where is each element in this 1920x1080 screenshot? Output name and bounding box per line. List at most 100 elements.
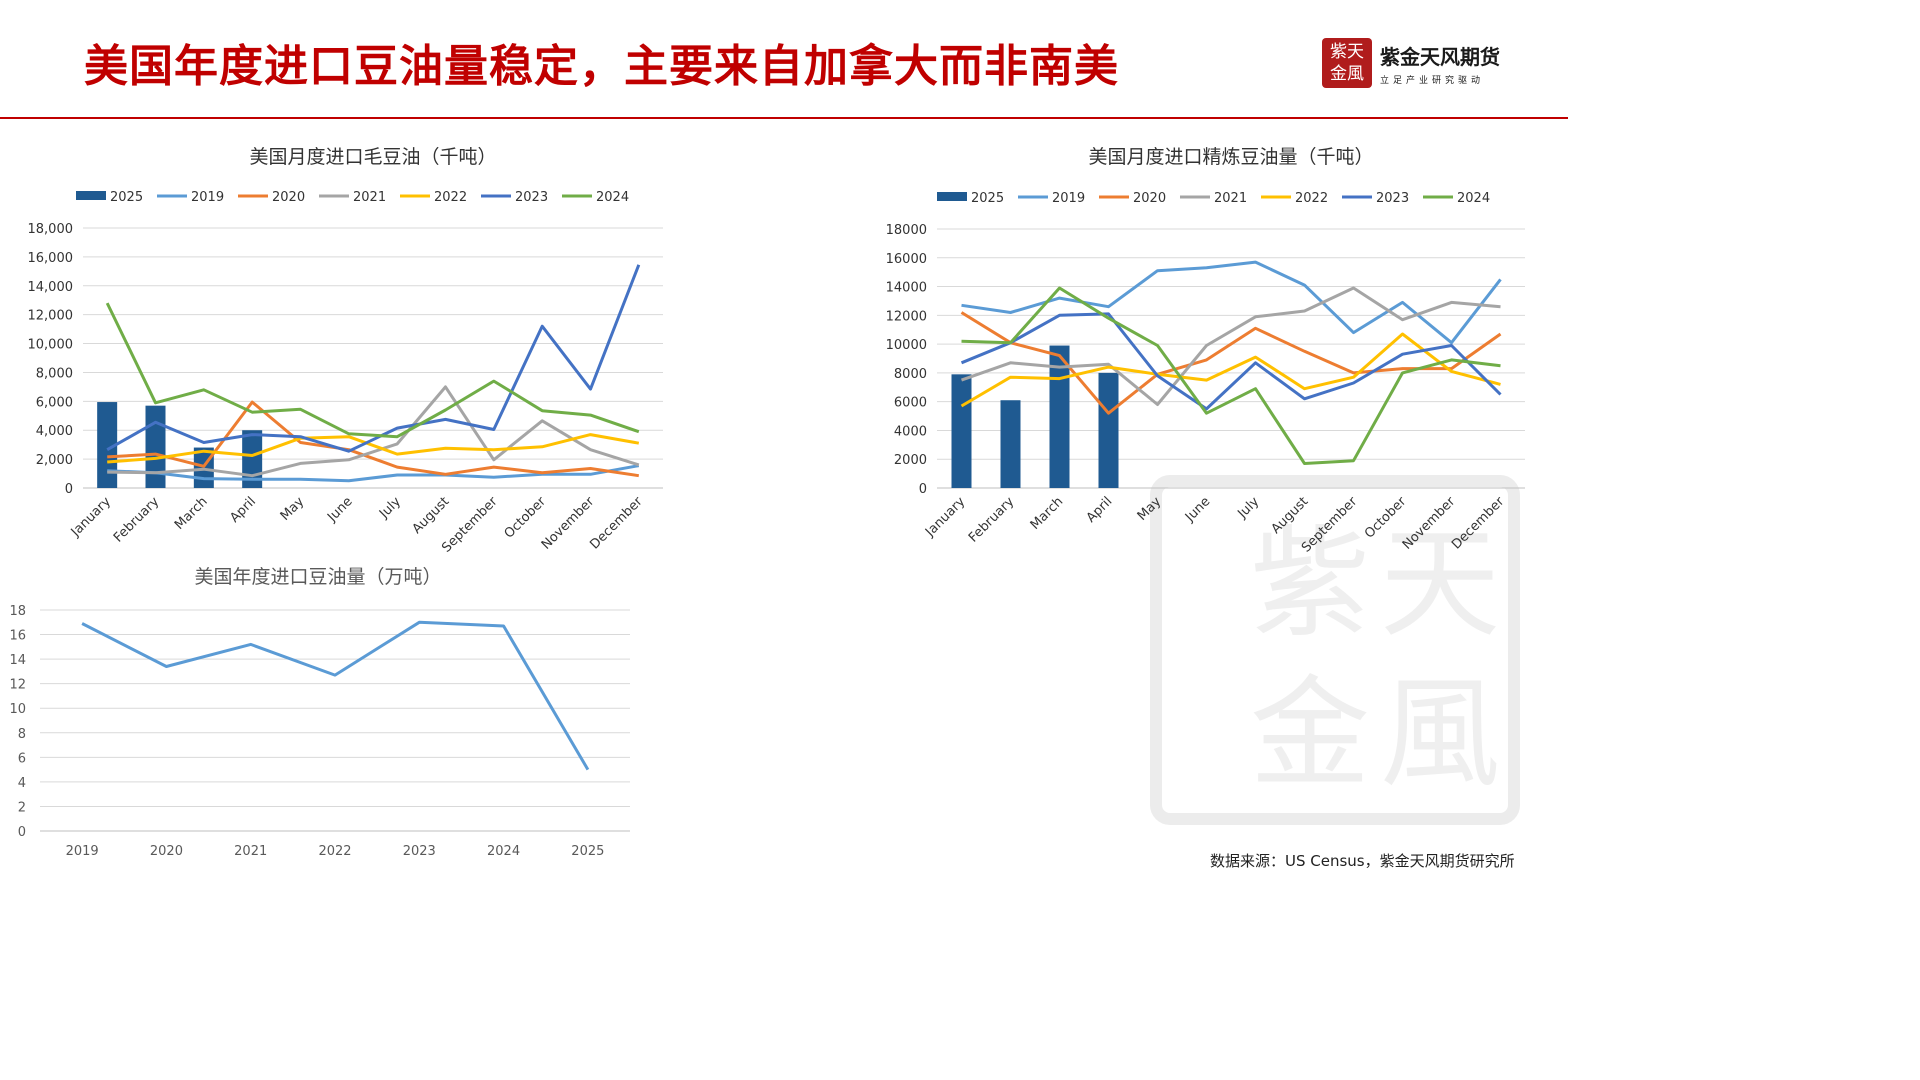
svg-text:紫: 紫 xyxy=(1250,515,1370,654)
legend-label: 2019 xyxy=(1052,191,1085,206)
x-tick-label: May xyxy=(1135,494,1165,524)
bar-2025 xyxy=(1049,345,1070,488)
x-tick-label: May xyxy=(278,494,308,524)
legend-label: 2020 xyxy=(1133,191,1166,206)
series-line-2021 xyxy=(961,286,1501,406)
y-tick-label: 6000 xyxy=(894,396,927,411)
y-tick-label: 8,000 xyxy=(36,366,73,381)
x-tick-label: December xyxy=(587,494,646,553)
svg-text:金: 金 xyxy=(1250,665,1370,804)
y-tick-label: 0 xyxy=(18,825,26,840)
slide-title: 美国年度进口豆油量稳定，主要来自加拿大而非南美 xyxy=(84,41,1119,92)
data-source: 数据来源：US Census，紫金天风期货研究所 xyxy=(1210,852,1515,870)
x-tick-label: April xyxy=(227,494,259,526)
x-tick-label: 2022 xyxy=(318,844,351,859)
x-tick-label: 2019 xyxy=(66,844,99,859)
chart-title: 美国月度进口精炼豆油量（千吨） xyxy=(1088,146,1373,168)
x-tick-label: February xyxy=(966,494,1018,546)
legend-label: 2025 xyxy=(110,190,143,205)
legend-swatch xyxy=(937,192,967,201)
title-divider xyxy=(0,117,1568,119)
x-tick-label: July xyxy=(376,494,404,522)
y-tick-label: 16 xyxy=(9,629,26,644)
bar-2025 xyxy=(951,374,972,488)
legend-label: 2021 xyxy=(353,190,386,205)
y-tick-label: 4,000 xyxy=(36,424,73,439)
y-tick-label: 14000 xyxy=(886,281,927,296)
x-tick-label: February xyxy=(111,494,163,546)
y-tick-label: 18 xyxy=(9,604,26,619)
y-tick-label: 10,000 xyxy=(28,338,74,353)
x-tick-label: April xyxy=(1084,494,1116,526)
x-tick-label: October xyxy=(502,494,550,542)
y-tick-label: 0 xyxy=(65,482,73,497)
refined-soyoil-chart: 美国月度进口精炼豆油量（千吨） 2025 2019 2020 2021 2022 2023 2… xyxy=(886,146,1525,556)
bar-2025 xyxy=(145,405,166,488)
x-tick-label: August xyxy=(410,494,453,537)
series-line-2022 xyxy=(107,433,640,464)
legend-label: 2025 xyxy=(971,191,1004,206)
y-tick-label: 8000 xyxy=(894,367,927,382)
x-tick-label: December xyxy=(1449,494,1508,553)
y-tick-label: 2 xyxy=(18,800,26,815)
y-tick-label: 2,000 xyxy=(36,453,73,468)
y-tick-label: 10000 xyxy=(886,338,927,353)
x-tick-label: January xyxy=(922,494,968,540)
svg-text:風: 風 xyxy=(1380,665,1500,804)
legend-label: 2023 xyxy=(515,190,548,205)
logo-name: 紫金天风期货 xyxy=(1380,45,1500,69)
y-tick-label: 10 xyxy=(9,702,26,717)
series-line-2024 xyxy=(105,302,640,439)
chart-title: 美国年度进口豆油量（万吨） xyxy=(194,566,441,588)
series-line-2024 xyxy=(961,286,1501,465)
logo-slogan: 立足产业研究驱动 xyxy=(1380,76,1485,86)
x-tick-label: March xyxy=(1028,494,1067,533)
y-tick-label: 16,000 xyxy=(28,251,74,266)
x-tick-label: March xyxy=(172,494,211,533)
y-tick-label: 0 xyxy=(919,482,927,497)
y-tick-label: 4 xyxy=(18,776,26,791)
series-line-2020 xyxy=(960,311,1502,415)
y-tick-label: 12000 xyxy=(886,309,927,324)
series-line-2023 xyxy=(106,264,641,453)
x-tick-label: 2020 xyxy=(150,844,183,859)
y-tick-label: 2000 xyxy=(894,453,927,468)
company-logo: 紫天 金風 紫金天风期货 立足产业研究驱动 xyxy=(1322,38,1522,92)
y-tick-label: 18000 xyxy=(886,223,927,238)
bar-2025 xyxy=(97,402,118,488)
y-tick-label: 16000 xyxy=(886,252,927,267)
x-tick-label: June xyxy=(324,494,355,525)
legend-label: 2024 xyxy=(596,190,629,205)
legend-label: 2022 xyxy=(434,190,467,205)
y-tick-label: 18,000 xyxy=(28,222,74,237)
x-tick-label: January xyxy=(68,494,114,540)
legend-label: 2023 xyxy=(1376,191,1409,206)
y-tick-label: 6,000 xyxy=(36,395,73,410)
x-tick-label: June xyxy=(1182,494,1213,525)
x-tick-label: October xyxy=(1362,494,1410,542)
legend-label: 2022 xyxy=(1295,191,1328,206)
x-tick-label: 2021 xyxy=(234,844,267,859)
legend-label: 2021 xyxy=(1214,191,1247,206)
logo-seal: 紫天 金風 xyxy=(1322,38,1372,88)
legend-label: 2024 xyxy=(1457,191,1490,206)
y-tick-label: 14 xyxy=(9,653,26,668)
series-line-2020 xyxy=(107,400,640,478)
series-line-2023 xyxy=(960,312,1502,411)
y-tick-label: 12 xyxy=(9,678,26,693)
bar-2025 xyxy=(1000,400,1021,488)
y-tick-label: 14,000 xyxy=(28,280,74,295)
legend-label: 2019 xyxy=(191,190,224,205)
annual-soyoil-chart: 美国年度进口豆油量（万吨） 0 2 4 6 8 10 12 14 16 18 2019 2020 2021… xyxy=(9,566,630,859)
series-line-2022 xyxy=(960,332,1501,408)
y-tick-label: 8 xyxy=(18,727,26,742)
chart-title: 美国月度进口毛豆油（千吨） xyxy=(249,146,496,168)
y-tick-label: 12,000 xyxy=(28,309,74,324)
series-line-2021 xyxy=(107,385,640,478)
svg-text:天: 天 xyxy=(1380,515,1500,654)
series-line-2019 xyxy=(107,464,640,483)
x-tick-label: 2023 xyxy=(403,844,436,859)
crude-soyoil-chart: 美国月度进口毛豆油（千吨） 2025 2019 2020 2021 2022 2023 202… xyxy=(28,146,663,556)
watermark-seal: 紫 天 金 風 xyxy=(1150,475,1520,825)
y-tick-label: 6 xyxy=(18,751,26,766)
